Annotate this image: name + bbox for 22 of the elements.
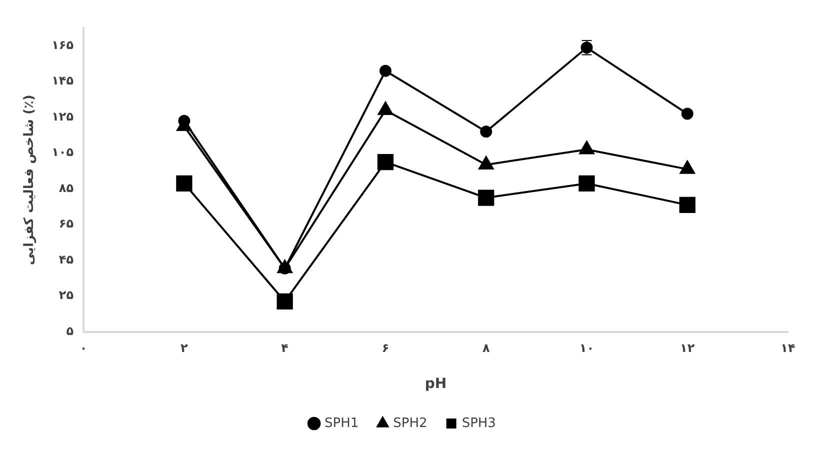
y-tick-label: ۱۰۵ [52,145,74,160]
x-tick-label: ۱۰ [579,341,594,356]
y-tick-label: ۱۴۵ [52,74,74,88]
x-tick-label: ۱۴ [780,341,796,356]
x-tick-label: ۴ [281,341,288,356]
x-tick-label: ۰ [80,341,88,356]
x-tick-label: ۱۲ [680,341,696,356]
legend-label: SPH1 [324,416,359,431]
y-tick-label: ۴۵ [58,252,74,266]
y-tick-label: ۵ [66,324,74,338]
legend-label: SPH3 [462,416,496,431]
y-tick-label: ۸۵ [58,180,74,195]
x-axis-title: pH [424,376,447,392]
x-tick-label: ۸ [482,341,490,356]
x-tick-label: ۲ [180,341,189,356]
x-tick-label: ۶ [382,341,390,356]
y-axis-title: شاخص فعالیت کفزایی (٪) [22,94,38,266]
y-tick-label: ۶۵ [58,216,74,231]
y-tick-label: ۱۲۵ [52,109,74,124]
y-tick-label: ۱۶۵ [52,38,74,52]
y-tick-label: ۲۵ [58,288,74,302]
legend-label: SPH2 [393,416,428,431]
